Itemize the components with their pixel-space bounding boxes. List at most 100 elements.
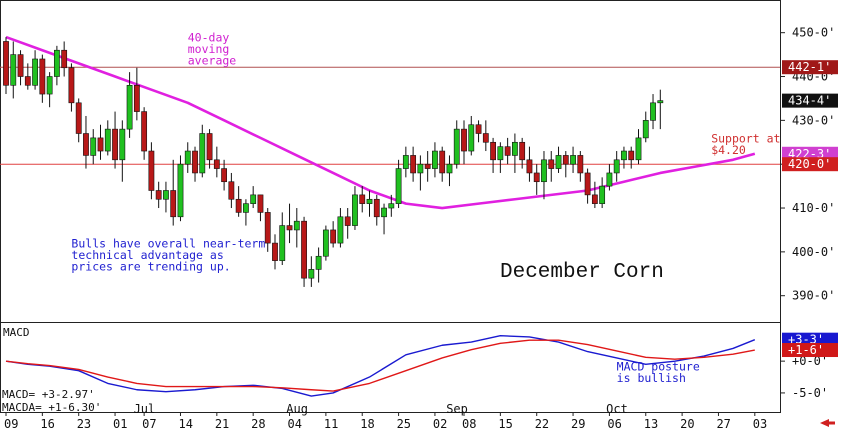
x-tick-label: 11 bbox=[324, 417, 338, 431]
candle bbox=[548, 151, 555, 182]
candle bbox=[155, 181, 162, 209]
candle-body-down bbox=[170, 190, 177, 218]
candle bbox=[461, 120, 467, 165]
candle bbox=[577, 151, 584, 182]
candle-body-down bbox=[628, 150, 635, 161]
candle-body-up bbox=[635, 137, 642, 161]
x-month-label: Jul bbox=[134, 402, 156, 416]
candle bbox=[337, 208, 344, 248]
macd-readout: MACD= +3-2.97' bbox=[2, 388, 95, 401]
candle-body-up bbox=[642, 120, 649, 139]
candle bbox=[24, 63, 31, 90]
candle-body-up bbox=[322, 229, 329, 257]
annotation-line: MACD posture bbox=[617, 360, 700, 374]
candle bbox=[257, 194, 264, 222]
x-tick-label: 04 bbox=[288, 417, 302, 431]
candle bbox=[570, 146, 576, 173]
candle-body-down bbox=[257, 194, 264, 213]
x-tick-label: 27 bbox=[716, 417, 730, 431]
candle bbox=[17, 50, 24, 86]
candle bbox=[250, 186, 257, 209]
candle bbox=[388, 194, 395, 217]
x-tick-label: 02 bbox=[433, 417, 447, 431]
candle bbox=[264, 208, 271, 252]
candle-body-down bbox=[584, 172, 591, 196]
candle-body-down bbox=[148, 150, 155, 191]
price-tick-label: 430-0' bbox=[792, 113, 835, 127]
candle bbox=[533, 164, 540, 195]
candle-body-down bbox=[591, 194, 598, 204]
candle-body-up bbox=[104, 128, 111, 152]
chart-title: December Corn bbox=[500, 261, 664, 284]
candle bbox=[199, 124, 206, 178]
candle-body-up bbox=[388, 203, 395, 209]
candle-body-down bbox=[17, 54, 24, 77]
candle-body-up bbox=[621, 150, 627, 161]
candle-body-down bbox=[330, 229, 337, 244]
candle-body-down bbox=[548, 159, 555, 169]
candle bbox=[97, 124, 104, 160]
candle-body-up bbox=[446, 163, 453, 174]
candle-body-up bbox=[250, 194, 257, 204]
candle bbox=[591, 181, 598, 209]
price-tick-label: 400-0' bbox=[792, 245, 835, 259]
candle bbox=[213, 146, 220, 178]
candle-body-down bbox=[439, 150, 446, 174]
candle bbox=[61, 41, 68, 77]
candle bbox=[381, 203, 387, 235]
candle-body-down bbox=[482, 133, 489, 143]
candle-body-up bbox=[10, 54, 17, 86]
annotation-line: $4.20 bbox=[711, 143, 746, 157]
candle bbox=[402, 146, 409, 178]
candle bbox=[206, 129, 213, 169]
candle-body-up bbox=[606, 172, 613, 187]
candle-body-up bbox=[184, 150, 191, 165]
candle-body-up bbox=[650, 102, 656, 121]
price-tag-box bbox=[782, 157, 838, 172]
candle bbox=[504, 137, 511, 165]
scroll-arrow-icon[interactable] bbox=[820, 419, 835, 427]
price-tag: 420-0' bbox=[782, 157, 838, 172]
candle-body-up bbox=[381, 207, 387, 218]
x-month-label: Aug bbox=[286, 402, 308, 416]
x-tick-label: 07 bbox=[142, 417, 156, 431]
macd-tick-label: +0-0' bbox=[792, 354, 828, 368]
candle bbox=[53, 45, 60, 86]
macd-tick-label: -5-0' bbox=[792, 386, 828, 400]
candle bbox=[555, 146, 562, 173]
candle-body-up bbox=[337, 216, 344, 244]
annotation-line: Bulls have overall near-term bbox=[71, 236, 265, 250]
candle bbox=[308, 256, 315, 287]
price-tag: +1-6' bbox=[782, 343, 838, 358]
candle-body-up bbox=[293, 220, 300, 231]
support-resistance-lines bbox=[0, 66, 780, 165]
candle bbox=[68, 63, 75, 112]
price-tag-box bbox=[782, 60, 838, 75]
candle-body-up bbox=[599, 185, 606, 204]
price-tag-label: 420-0' bbox=[788, 157, 831, 171]
candle bbox=[330, 221, 337, 248]
candle-body-down bbox=[3, 41, 9, 86]
annotation-line: average bbox=[188, 53, 237, 67]
candle-body-down bbox=[373, 198, 380, 218]
candle bbox=[562, 151, 569, 178]
candle bbox=[373, 194, 380, 226]
candle bbox=[32, 50, 38, 90]
candle-body-up bbox=[177, 163, 184, 218]
candle-body-up bbox=[453, 128, 460, 165]
candle-body-up bbox=[366, 198, 373, 204]
candle-body-up bbox=[46, 76, 53, 95]
macd-gridlines bbox=[780, 360, 785, 394]
price-tag-label: 434-4' bbox=[788, 94, 831, 108]
candle bbox=[235, 186, 242, 217]
candle-body-down bbox=[519, 141, 526, 161]
x-tick-label: 06 bbox=[607, 417, 621, 431]
candle-body-up bbox=[90, 137, 97, 156]
x-tick-label: 29 bbox=[571, 417, 585, 431]
x-tick-label: 21 bbox=[215, 417, 229, 431]
candle-body-down bbox=[206, 133, 213, 161]
price-tag-label: 442-1' bbox=[788, 60, 831, 74]
candle-body-down bbox=[577, 155, 584, 174]
candle-body-down bbox=[410, 155, 417, 174]
annotation-line: Support at bbox=[711, 131, 780, 145]
